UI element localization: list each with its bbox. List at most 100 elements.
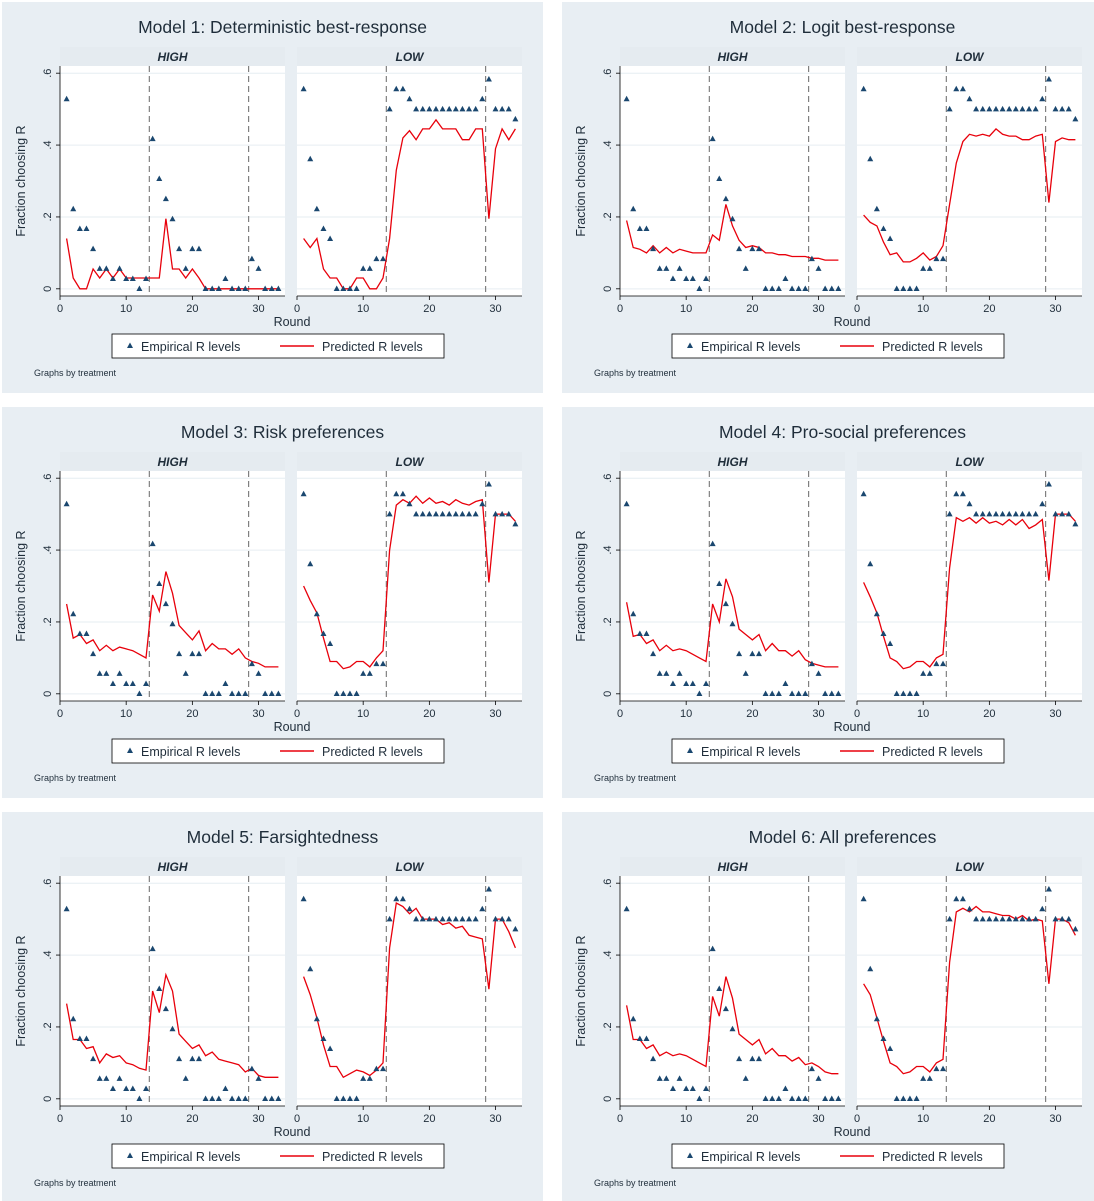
empirical-marker [248, 1065, 255, 1072]
empirical-marker [709, 135, 716, 142]
empirical-marker [360, 670, 367, 676]
x-tick-label: 20 [746, 303, 758, 315]
subplot-high: HIGH 0 10 20 30 0 .2 .4 .6 [42, 47, 285, 315]
empirical-marker [268, 285, 275, 292]
empirical-marker [933, 660, 940, 667]
empirical-marker [255, 670, 262, 676]
empirical-marker [802, 285, 809, 292]
empirical-marker [399, 895, 406, 902]
empirical-marker [1006, 510, 1013, 517]
empirical-marker [380, 660, 387, 667]
legend-box [671, 738, 1005, 764]
legend-empirical-label: Empirical R levels [141, 1150, 240, 1164]
plot-area [297, 471, 522, 701]
empirical-marker [815, 265, 822, 271]
empirical-marker [466, 510, 473, 517]
empirical-marker [136, 690, 143, 697]
empirical-marker [320, 630, 327, 636]
empirical-marker [242, 285, 249, 292]
empirical-marker [459, 105, 466, 112]
empirical-marker [729, 1025, 736, 1032]
x-tick-label: 30 [812, 1113, 824, 1125]
strip-header [620, 857, 845, 876]
empirical-marker [736, 245, 743, 252]
x-tick-label: 0 [617, 708, 623, 720]
chart-panel-5: Model 5: Farsightedness HIGH 0 10 20 30 0 .2 .4.… [2, 812, 543, 1201]
empirical-marker [320, 225, 327, 231]
empirical-marker [729, 215, 736, 222]
empirical-marker [83, 630, 90, 636]
empirical-marker [202, 690, 209, 697]
x-tick-label: 20 [186, 303, 198, 315]
empirical-marker [802, 1095, 809, 1102]
legend: Empirical R levels Predicted R levels [111, 1143, 445, 1169]
empirical-marker [76, 225, 83, 231]
strip-header [620, 452, 845, 471]
empirical-marker [90, 1055, 97, 1062]
empirical-marker [96, 670, 103, 676]
empirical-marker [300, 895, 307, 902]
strip-label: LOW [396, 50, 426, 64]
empirical-marker [386, 915, 393, 922]
empirical-marker [769, 1095, 776, 1102]
empirical-marker [835, 285, 842, 292]
empirical-marker [1039, 500, 1046, 507]
empirical-marker [103, 1075, 110, 1081]
empirical-marker [182, 1075, 189, 1081]
empirical-marker [946, 105, 953, 112]
empirical-marker [835, 1095, 842, 1102]
empirical-marker [479, 500, 486, 507]
empirical-marker [636, 630, 643, 636]
empirical-marker [650, 650, 657, 657]
legend: Empirical R levels Predicted R levels [111, 333, 445, 359]
empirical-marker [822, 690, 829, 697]
legend-predicted-label: Predicted R levels [322, 745, 423, 759]
x-tick-label: 30 [489, 708, 501, 720]
graph-note: Graphs by treatment [594, 368, 677, 378]
empirical-marker [762, 1095, 769, 1102]
empirical-marker [789, 690, 796, 697]
chart-title: Model 2: Logit best-response [730, 17, 956, 37]
empirical-marker [1012, 105, 1019, 112]
y-tick-label: .4 [42, 950, 54, 959]
empirical-marker [109, 680, 116, 686]
empirical-marker [722, 195, 729, 202]
empirical-marker [129, 680, 136, 686]
empirical-marker [162, 600, 169, 607]
empirical-marker [90, 650, 97, 657]
empirical-marker [650, 245, 657, 252]
empirical-marker [426, 105, 433, 112]
empirical-marker [953, 895, 960, 902]
legend: Empirical R levels Predicted R levels [671, 333, 1005, 359]
empirical-marker [887, 235, 894, 242]
empirical-marker [136, 285, 143, 292]
empirical-marker [380, 1065, 387, 1072]
empirical-marker [860, 490, 867, 497]
plot-area [857, 471, 1082, 701]
empirical-marker [880, 630, 887, 636]
y-tick-label: .4 [42, 545, 54, 554]
empirical-marker [209, 1095, 216, 1102]
strip-header [857, 452, 1082, 471]
empirical-marker [979, 105, 986, 112]
strip-header [297, 452, 522, 471]
empirical-marker [393, 490, 400, 497]
y-tick-label: .2 [42, 617, 54, 626]
empirical-marker [1026, 915, 1033, 922]
empirical-marker [90, 245, 97, 252]
empirical-marker [1006, 915, 1013, 922]
x-tick-label: 10 [357, 1113, 369, 1125]
empirical-marker [893, 285, 900, 292]
strip-header [60, 452, 285, 471]
empirical-marker [109, 1085, 116, 1091]
empirical-marker [229, 1095, 236, 1102]
x-tick-label: 0 [57, 303, 63, 315]
empirical-marker [162, 195, 169, 202]
empirical-marker [235, 690, 242, 697]
y-tick-label: .6 [42, 69, 54, 78]
empirical-marker [663, 265, 670, 271]
empirical-marker [432, 510, 439, 517]
empirical-marker [176, 650, 183, 657]
empirical-marker [70, 610, 77, 617]
empirical-marker [182, 670, 189, 676]
